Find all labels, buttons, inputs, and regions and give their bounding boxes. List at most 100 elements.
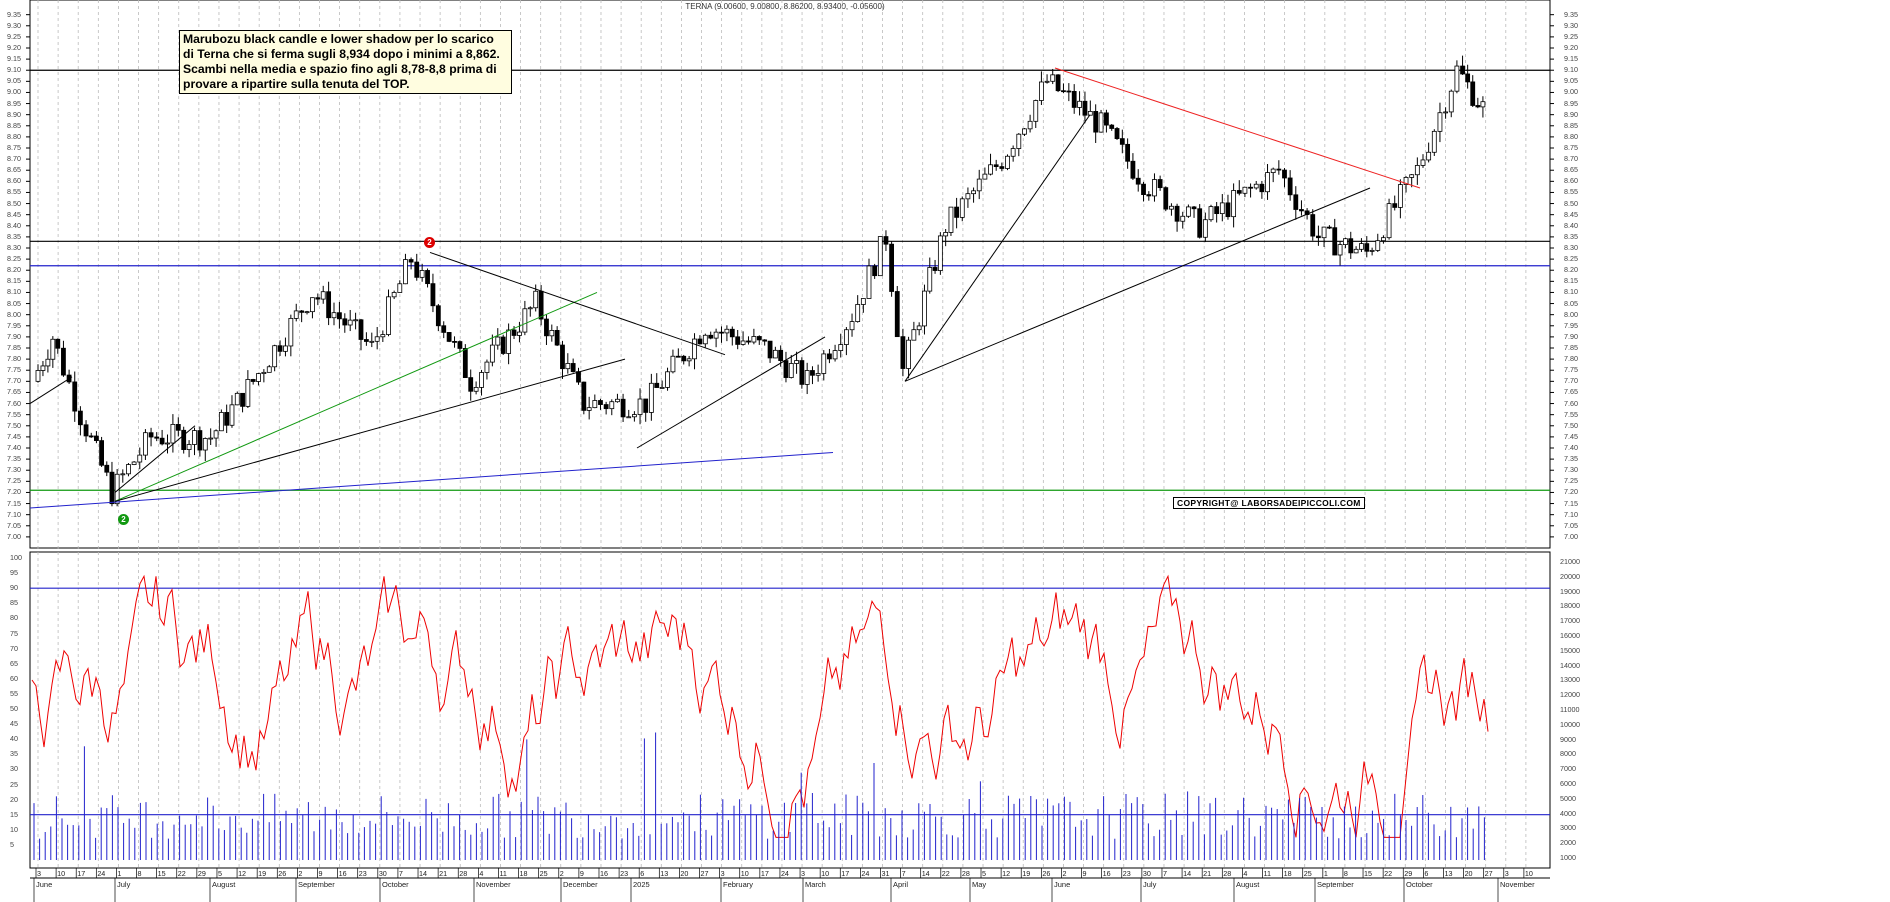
candle-body [159, 437, 165, 445]
candle-body [40, 365, 46, 371]
candle-body [1475, 105, 1481, 108]
candle-body [315, 297, 321, 300]
y-tick-label: 9.25 [1564, 31, 1578, 41]
candle-body [104, 464, 110, 473]
volume-tick-label: 2000 [1560, 838, 1576, 848]
y-tick-label: 8.75 [1564, 143, 1578, 152]
x-day-label: 2 [298, 869, 303, 878]
x-day-label: 7 [1162, 869, 1167, 878]
candle-body [659, 387, 665, 389]
x-day-label: 10 [740, 869, 749, 878]
oscillator-line [31, 574, 1489, 838]
osc-tick-label: 80 [10, 613, 18, 623]
candle-body [959, 198, 965, 218]
candle-body [1414, 165, 1420, 176]
y-tick-label: 8.90 [7, 109, 21, 119]
y-tick-label: 8.00 [7, 309, 21, 319]
candle-body [131, 461, 137, 465]
y-tick-label: 7.15 [1564, 498, 1578, 508]
y-tick-label: 8.80 [1564, 131, 1578, 141]
candle-body [245, 379, 251, 407]
candle-body [927, 267, 933, 292]
y-tick-label: 9.20 [7, 43, 21, 52]
candle-body [681, 355, 687, 362]
candle-body [88, 435, 94, 438]
x-day-label: 23 [358, 869, 367, 878]
y-tick-label: 9.10 [7, 65, 21, 75]
x-day-label: 3 [1504, 869, 1509, 878]
candle-body [283, 345, 288, 352]
candle-body [911, 329, 917, 341]
candle-body [1381, 237, 1386, 242]
candle-body [1104, 112, 1109, 126]
candle-body [708, 334, 714, 339]
candle-body [692, 338, 697, 360]
candle-body [337, 312, 342, 320]
candle-body [1039, 81, 1044, 101]
x-day-label: 25 [1303, 869, 1312, 878]
candle-body [462, 348, 468, 379]
y-tick-label: 7.65 [7, 387, 21, 397]
candle-body [1270, 168, 1276, 173]
candle-body [137, 454, 143, 463]
volume-tick-label: 20000 [1560, 571, 1580, 581]
candle-body [916, 325, 922, 331]
x-day-label: 24 [780, 869, 789, 878]
volume-tick-label: 14000 [1560, 660, 1580, 670]
candle-body [565, 363, 571, 370]
candle-body [843, 329, 849, 345]
x-day-label: 28 [961, 869, 970, 878]
volume-tick-label: 12000 [1560, 690, 1580, 700]
y-tick-label: 8.70 [1564, 154, 1578, 164]
candle-body [713, 331, 719, 339]
candle-body [1392, 203, 1398, 208]
y-tick-label: 7.80 [7, 354, 21, 364]
osc-tick-label: 70 [10, 643, 18, 653]
candle-body [586, 407, 592, 411]
candle-body [1364, 243, 1370, 252]
trendline-black [29, 376, 73, 404]
candle-body [1109, 124, 1115, 129]
volume-tick-label: 15000 [1560, 645, 1580, 655]
x-day-label: 1 [1323, 869, 1328, 878]
x-day-label: 7 [398, 869, 403, 878]
candle-body [922, 290, 927, 327]
candle-body [654, 382, 660, 388]
candle-body [1141, 183, 1146, 195]
candle-body [446, 332, 452, 342]
y-tick-label: 8.95 [7, 98, 21, 108]
x-day-label: 12 [1002, 869, 1011, 878]
candle-body [1185, 206, 1191, 217]
candle-body [1225, 202, 1231, 218]
candle-body [1327, 226, 1332, 229]
candle-body [1082, 100, 1088, 116]
x-day-label: 24 [861, 869, 870, 878]
candle-body [783, 360, 789, 378]
x-day-label: 26 [278, 869, 287, 878]
x-day-label: 10 [821, 869, 830, 878]
x-day-label: 24 [97, 869, 106, 878]
x-month-label: February [723, 880, 754, 889]
y-tick-label: 8.10 [1564, 287, 1578, 297]
x-month-label: May [972, 880, 987, 889]
candle-body [358, 319, 364, 340]
candle-body [35, 370, 41, 382]
candle-body [1470, 81, 1476, 106]
osc-tick-label: 5 [10, 839, 14, 849]
osc-tick-label: 75 [10, 628, 18, 638]
candle-body [522, 308, 528, 333]
x-day-label: 15 [157, 869, 166, 878]
x-day-label: 29 [197, 869, 206, 878]
candle-body [648, 382, 654, 413]
candle-body [603, 404, 609, 410]
x-day-label: 6 [1424, 869, 1429, 878]
y-tick-label: 8.50 [7, 198, 21, 208]
candle-body [170, 423, 176, 444]
candle-body [419, 270, 425, 278]
y-tick-label: 7.00 [7, 531, 21, 541]
candle-body [489, 344, 495, 363]
y-tick-label: 7.25 [7, 476, 21, 486]
candle-body [883, 236, 889, 245]
candle-body [855, 304, 861, 322]
candle-body [1242, 186, 1248, 194]
